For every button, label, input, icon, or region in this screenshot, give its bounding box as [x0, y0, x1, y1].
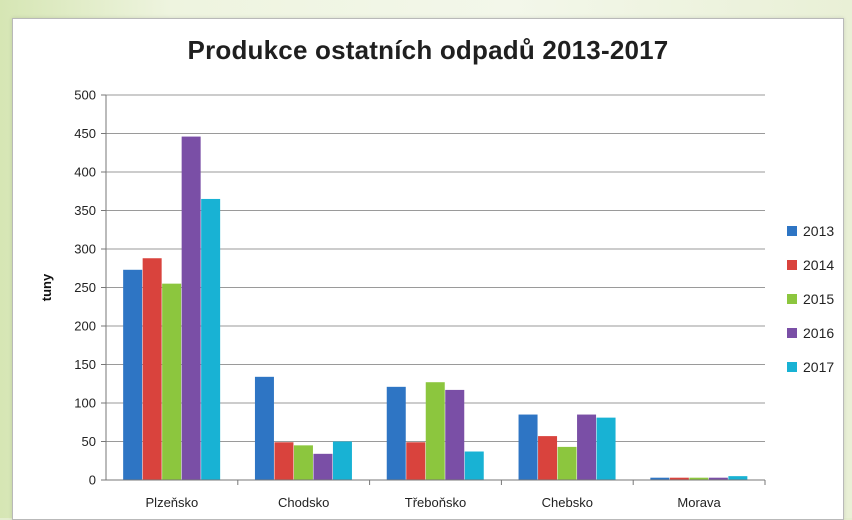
bar-2013-1 — [254, 376, 274, 480]
legend-label-2013: 2013 — [803, 223, 834, 239]
y-tick-label: 150 — [74, 357, 96, 372]
bar-2013-4 — [650, 477, 670, 480]
axes: 0 50 100 150 200 250 300 350 400 450 500 tuny Plzeňs… — [39, 88, 766, 510]
y-axis-title: tuny — [39, 273, 54, 301]
y-tick-label: 100 — [74, 396, 96, 411]
y-tick-label: 450 — [74, 126, 96, 141]
bar-2016-4 — [708, 477, 728, 480]
bars — [123, 136, 748, 480]
bar-2017-2 — [464, 451, 484, 480]
bar-2017-1 — [332, 441, 352, 480]
legend-label-2016: 2016 — [803, 325, 834, 341]
legend-label-2015: 2015 — [803, 291, 834, 307]
bar-2013-0 — [123, 269, 143, 480]
x-tick-label: Plzeňsko — [146, 495, 199, 510]
x-tick-label: Morava — [677, 495, 721, 510]
bar-2014-4 — [669, 477, 689, 480]
bar-2015-1 — [293, 445, 313, 480]
x-tick-label: Chodsko — [278, 495, 329, 510]
bar-2013-3 — [518, 414, 538, 480]
legend-swatch-2015 — [787, 294, 797, 304]
y-tick-label: 250 — [74, 280, 96, 295]
bar-chart: 0 50 100 150 200 250 300 350 400 450 500 tuny Plzeňs… — [39, 88, 834, 511]
chart-panel: Produkce ostatních odpadů 2013-2017 0 50 1… — [12, 18, 844, 520]
bar-2014-2 — [406, 442, 426, 480]
bar-2014-3 — [538, 436, 558, 480]
bar-2015-0 — [162, 283, 182, 480]
legend-label-2014: 2014 — [803, 257, 834, 273]
x-tick-label: Třeboňsko — [405, 495, 466, 510]
y-tick-label: 400 — [74, 165, 96, 180]
x-tick-label: Chebsko — [542, 495, 593, 510]
bar-2016-1 — [313, 453, 333, 480]
legend-swatch-2014 — [787, 260, 797, 270]
bar-2013-2 — [386, 386, 406, 480]
bar-2014-1 — [274, 442, 294, 480]
chart-title: Produkce ostatních odpadů 2013-2017 — [187, 35, 669, 65]
bar-2015-4 — [689, 477, 709, 480]
y-tick-label: 350 — [74, 203, 96, 218]
y-tick-label: 300 — [74, 242, 96, 257]
legend-swatch-2017 — [787, 362, 797, 372]
bar-2016-3 — [577, 414, 597, 480]
legend-swatch-2016 — [787, 328, 797, 338]
bar-2016-2 — [445, 389, 465, 480]
bar-2017-3 — [596, 417, 616, 480]
legend-label-2017: 2017 — [803, 359, 834, 375]
legend-swatch-2013 — [787, 226, 797, 236]
bar-2014-0 — [142, 258, 162, 480]
bar-2017-4 — [728, 476, 748, 480]
y-tick-label: 200 — [74, 319, 96, 334]
y-tick-label: 500 — [74, 88, 96, 103]
bar-2016-0 — [181, 136, 201, 480]
legend: 2013 2014 2015 2016 2017 — [787, 223, 834, 375]
bar-2015-2 — [425, 382, 445, 480]
bar-2015-3 — [557, 446, 577, 480]
y-tick-label: 50 — [82, 434, 96, 449]
y-tick-label: 0 — [89, 473, 96, 488]
bar-2017-0 — [201, 198, 221, 480]
